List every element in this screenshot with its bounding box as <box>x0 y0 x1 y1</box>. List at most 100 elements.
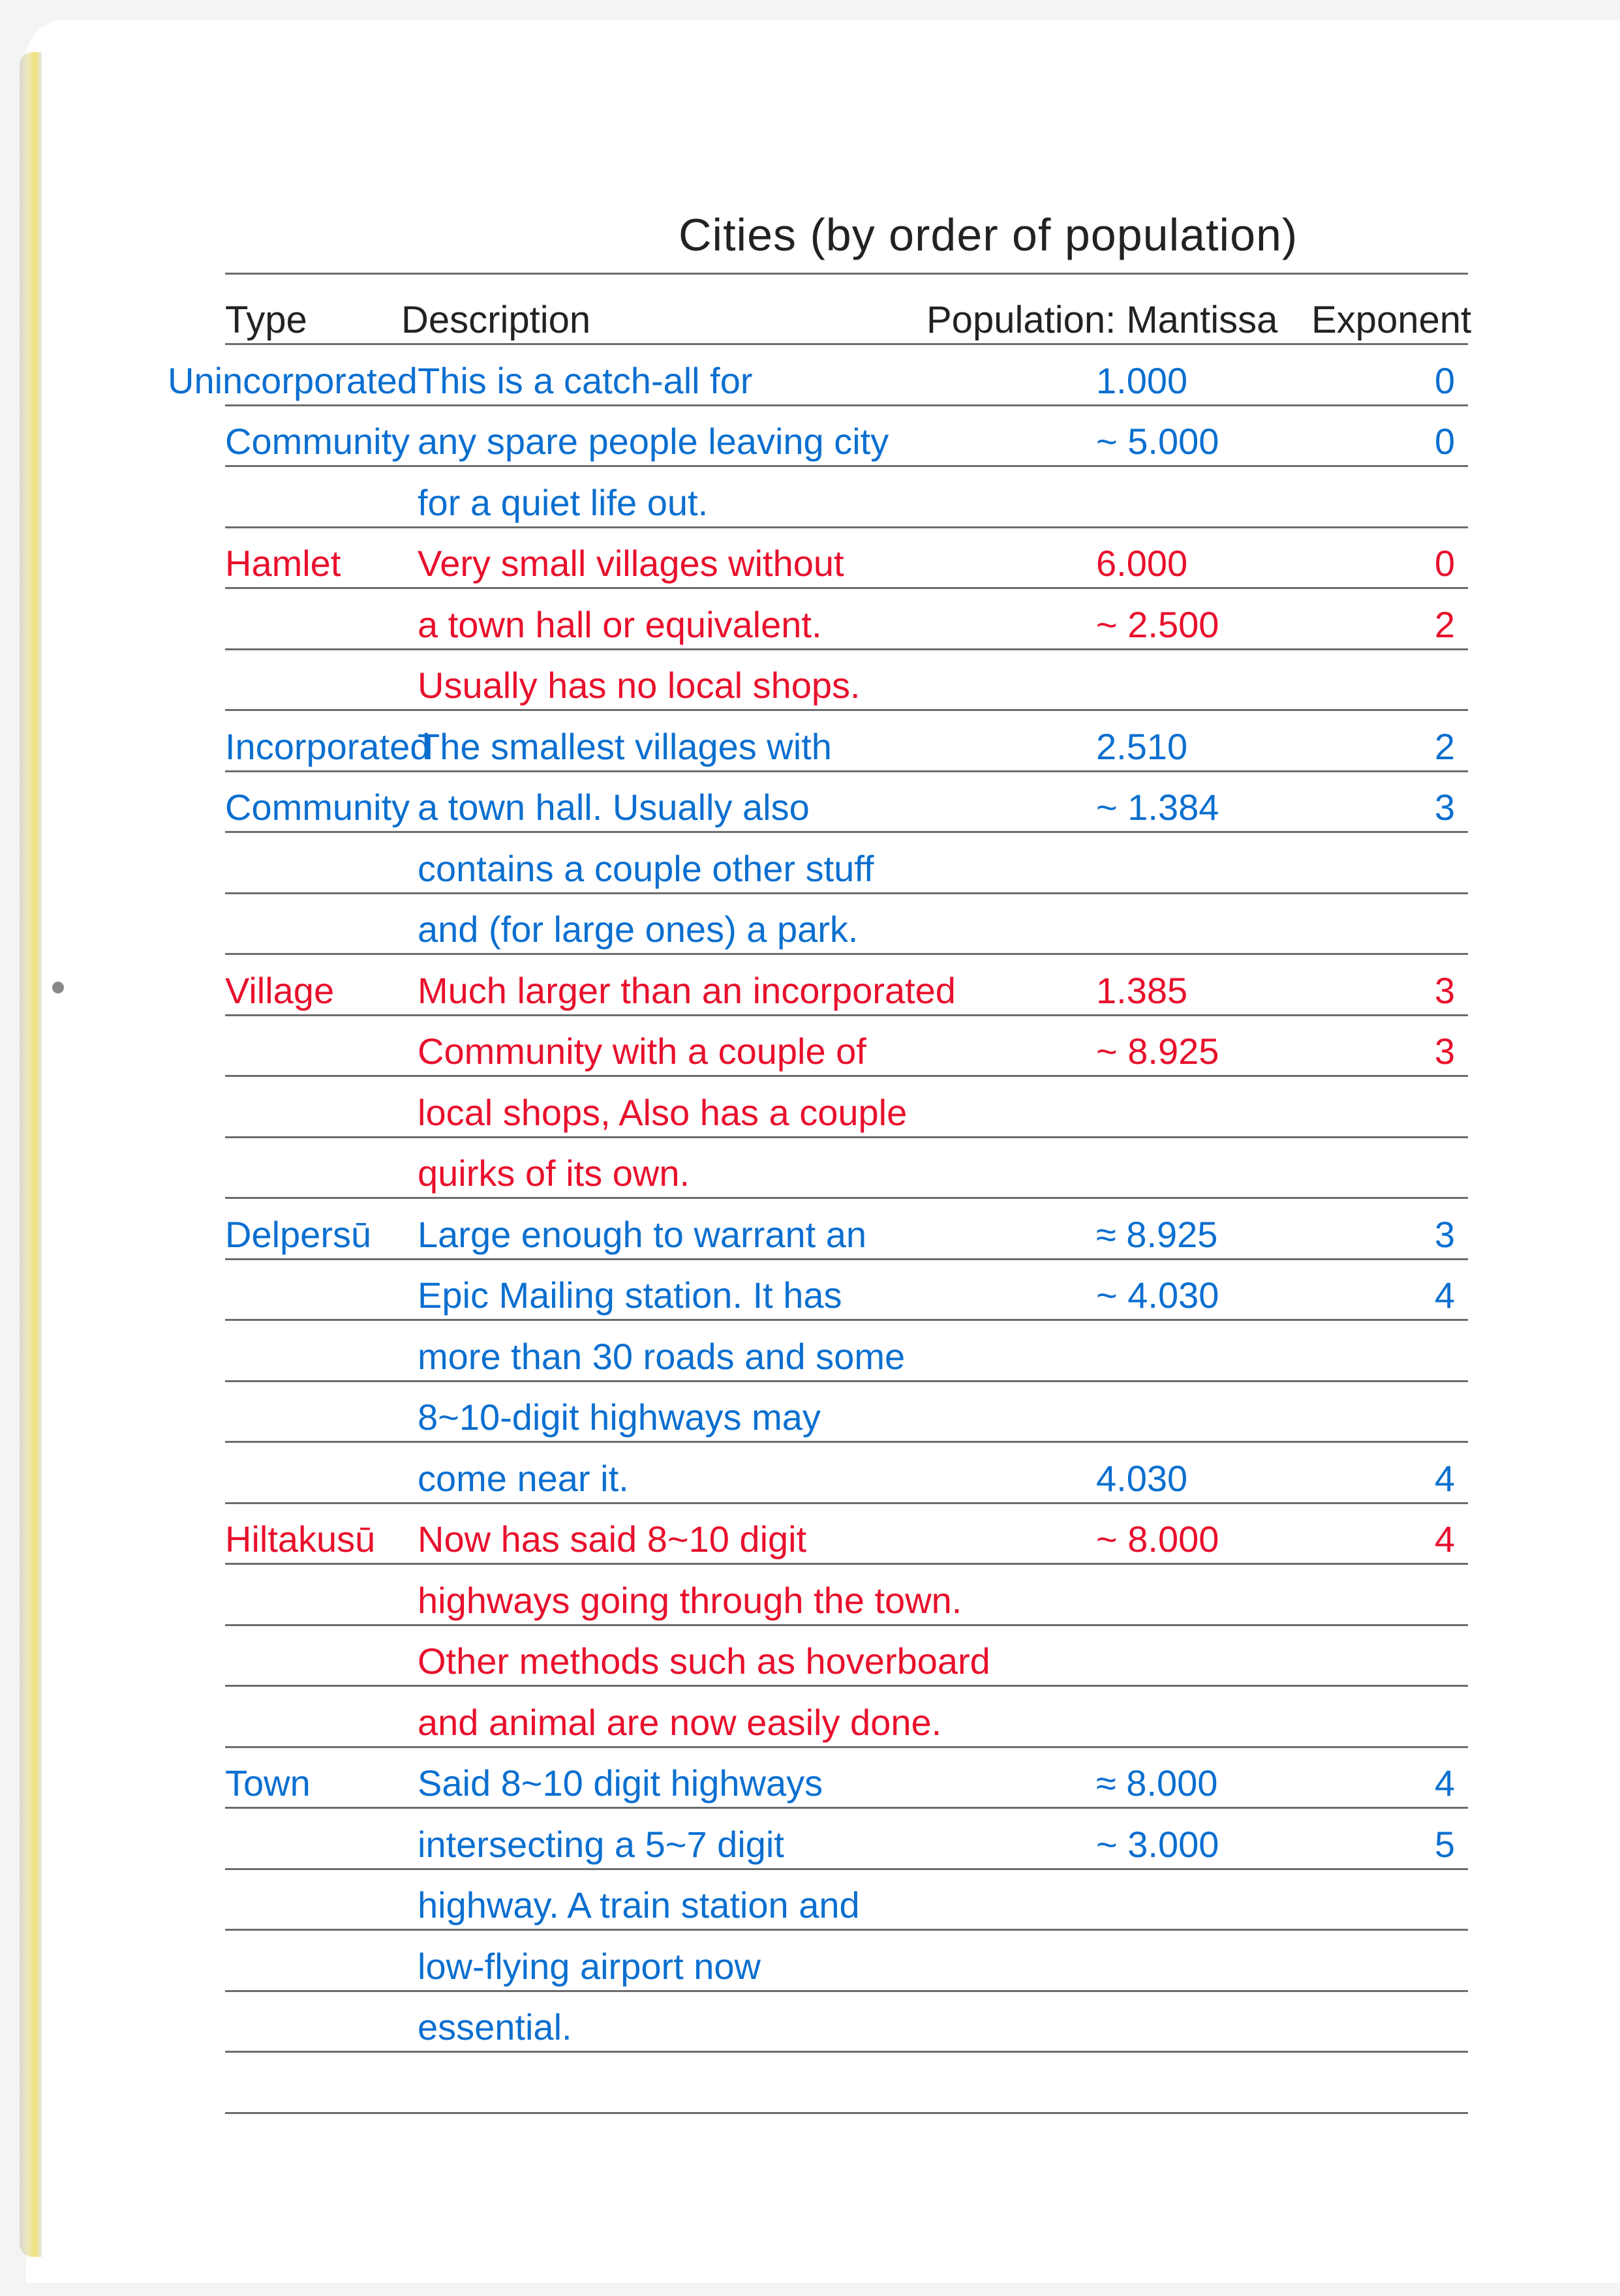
ruled-line <box>225 1929 1468 1931</box>
description-cell: contains a couple other stuff <box>418 847 874 889</box>
ruled-line <box>225 587 1468 589</box>
page-edge <box>20 52 42 2257</box>
mantissa-cell: ~ 1.384 <box>1096 787 1219 828</box>
description-cell: highway. A train station and <box>418 1884 860 1926</box>
header-description: Description <box>401 299 591 341</box>
description-cell: Epic Mailing station. It has <box>418 1275 842 1316</box>
exponent-cell: 3 <box>1434 1031 1455 1072</box>
exponent-cell: 4 <box>1434 1275 1455 1316</box>
mantissa-cell: 2.510 <box>1096 725 1188 767</box>
type-cell: Incorporated <box>225 725 431 767</box>
description-cell: for a quiet life out. <box>418 481 709 523</box>
type-cell: Village <box>225 969 335 1011</box>
type-cell: Town <box>225 1762 311 1804</box>
header-mantissa: Population: Mantissa <box>926 299 1278 341</box>
ruled-line <box>225 1319 1468 1321</box>
ruled-line <box>225 1014 1468 1016</box>
mantissa-cell: 1.385 <box>1096 969 1188 1011</box>
description-cell: Now has said 8~10 digit <box>418 1518 807 1560</box>
notebook-page <box>26 20 1620 2283</box>
mantissa-cell: ~ 5.000 <box>1096 421 1219 462</box>
exponent-cell: 0 <box>1434 543 1455 584</box>
ruled-line <box>225 892 1468 894</box>
header-type: Type <box>225 299 307 341</box>
description-cell: Other methods such as hoverboard <box>418 1640 990 1682</box>
description-cell: intersecting a 5~7 digit <box>418 1823 784 1865</box>
description-cell: 8~10-digit highways may <box>418 1397 821 1438</box>
mantissa-cell: ~ 8.925 <box>1096 1031 1219 1072</box>
exponent-cell: 2 <box>1434 725 1455 767</box>
description-cell: Usually has no local shops. <box>418 665 861 706</box>
ruled-line <box>225 1197 1468 1199</box>
description-cell: come near it. <box>418 1457 629 1499</box>
description-cell: This is a catch-all for <box>418 359 753 401</box>
mantissa-cell: ~ 8.000 <box>1096 1518 1219 1560</box>
ruled-line <box>225 1136 1468 1138</box>
ruled-line <box>225 1380 1468 1382</box>
mantissa-cell: 6.000 <box>1096 543 1188 584</box>
exponent-cell: 0 <box>1434 421 1455 462</box>
description-cell: a town hall. Usually also <box>418 787 810 828</box>
type-cell: Hamlet <box>225 543 341 584</box>
description-cell: local shops, Also has a couple <box>418 1091 908 1133</box>
mantissa-cell: 1.000 <box>1096 359 1188 401</box>
mantissa-cell: ~ 3.000 <box>1096 1823 1219 1865</box>
ruled-line <box>225 2051 1468 2053</box>
ruled-line <box>225 648 1468 650</box>
description-cell: Very small villages without <box>418 543 844 584</box>
type-cell: Unincorporated <box>168 359 418 401</box>
mantissa-cell: ≈ 8.925 <box>1096 1213 1218 1255</box>
header-exponent: Exponent <box>1311 299 1472 341</box>
ruled-line <box>225 465 1468 467</box>
exponent-cell: 3 <box>1434 969 1455 1011</box>
exponent-cell: 0 <box>1434 359 1455 401</box>
description-cell: Community with a couple of <box>418 1031 866 1072</box>
description-cell: The smallest villages with <box>418 725 832 767</box>
ruled-line <box>225 1745 1468 1748</box>
ruled-line <box>225 1563 1468 1565</box>
exponent-cell: 2 <box>1434 603 1455 645</box>
type-cell: Delpersū <box>225 1213 372 1255</box>
ruled-line <box>225 404 1468 406</box>
description-cell: Large enough to warrant an <box>418 1213 867 1255</box>
header-rule <box>225 343 1468 345</box>
exponent-cell: 5 <box>1434 1823 1455 1865</box>
mantissa-cell: ~ 2.500 <box>1096 603 1219 645</box>
ruled-line <box>225 709 1468 711</box>
type-cell: Community <box>225 787 410 828</box>
description-cell: highways going through the town. <box>418 1579 962 1621</box>
title-rule <box>225 273 1468 275</box>
ruled-line <box>225 526 1468 528</box>
mantissa-cell: 4.030 <box>1096 1457 1188 1499</box>
description-cell: Much larger than an incorporated <box>418 969 956 1011</box>
description-cell: low-flying airport now <box>418 1945 761 1987</box>
exponent-cell: 4 <box>1434 1762 1455 1804</box>
ruled-line <box>225 1258 1468 1260</box>
ruled-line <box>225 1441 1468 1443</box>
description-cell: essential. <box>418 2006 572 2047</box>
ruled-line <box>225 1807 1468 1809</box>
description-cell: any spare people leaving city <box>418 421 889 462</box>
description-cell: a town hall or equivalent. <box>418 603 822 645</box>
ruled-line <box>225 770 1468 772</box>
exponent-cell: 4 <box>1434 1457 1455 1499</box>
ruled-line <box>225 1502 1468 1504</box>
exponent-cell: 3 <box>1434 1213 1455 1255</box>
mantissa-cell: ≈ 8.000 <box>1096 1762 1218 1804</box>
type-cell: Hiltakusū <box>225 1518 376 1560</box>
exponent-cell: 4 <box>1434 1518 1455 1560</box>
ruled-line <box>225 1075 1468 1077</box>
description-cell: Said 8~10 digit highways <box>418 1762 823 1804</box>
description-cell: and (for large ones) a park. <box>418 909 859 950</box>
ruled-line <box>225 1989 1468 1992</box>
description-cell: more than 30 roads and some <box>418 1335 906 1377</box>
ruled-line <box>225 1685 1468 1687</box>
ruled-line <box>225 2111 1468 2114</box>
mantissa-cell: ~ 4.030 <box>1096 1275 1219 1316</box>
binder-hole-mark <box>52 982 64 993</box>
ruled-line <box>225 1867 1468 1870</box>
description-cell: quirks of its own. <box>418 1153 690 1194</box>
type-cell: Community <box>225 421 410 462</box>
ruled-line <box>225 1624 1468 1626</box>
exponent-cell: 3 <box>1434 787 1455 828</box>
